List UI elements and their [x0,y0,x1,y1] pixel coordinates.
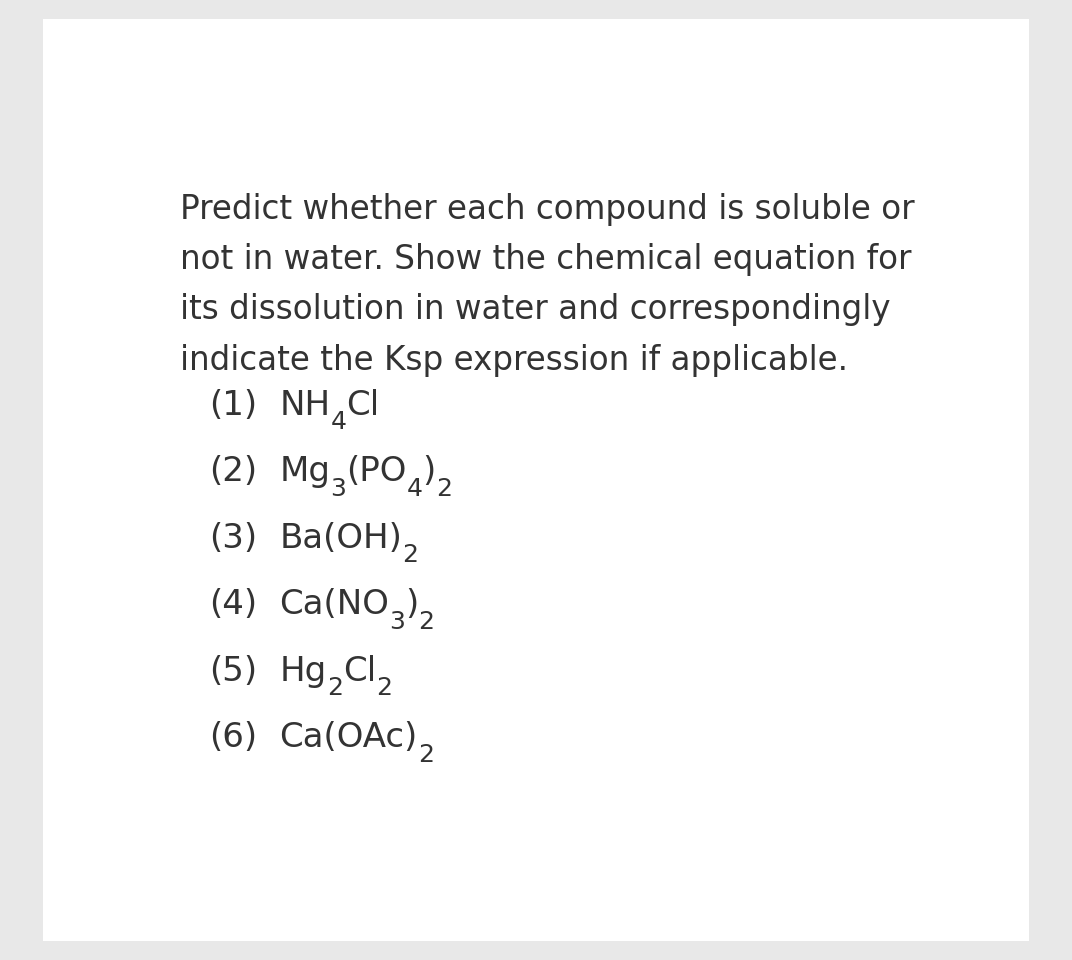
Text: 2: 2 [436,477,452,501]
FancyBboxPatch shape [43,19,1029,941]
Text: Ca(OAc): Ca(OAc) [280,721,418,755]
Text: Cl: Cl [346,389,379,421]
Text: (5): (5) [209,655,257,687]
Text: (6): (6) [209,721,257,755]
Text: NH: NH [280,389,330,421]
Text: Cl: Cl [343,655,376,687]
Text: 2: 2 [418,610,434,634]
Text: ): ) [422,455,436,488]
Text: 4: 4 [330,410,346,434]
Text: Hg: Hg [280,655,327,687]
Text: ): ) [405,588,418,621]
Text: Predict whether each compound is soluble or: Predict whether each compound is soluble… [180,193,914,226]
Text: Ba(OH): Ba(OH) [280,521,402,555]
Text: Ca(NO: Ca(NO [280,588,389,621]
Text: its dissolution in water and correspondingly: its dissolution in water and correspondi… [180,294,890,326]
Text: (3): (3) [209,521,257,555]
Text: 3: 3 [389,610,405,634]
Text: not in water. Show the chemical equation for: not in water. Show the chemical equation… [180,243,911,276]
Text: (1): (1) [209,389,257,421]
Text: 3: 3 [330,477,346,501]
Text: 2: 2 [376,677,392,701]
Text: (2): (2) [209,455,257,488]
Text: 2: 2 [402,543,418,567]
Text: 2: 2 [327,677,343,701]
Text: indicate the Ksp expression if applicable.: indicate the Ksp expression if applicabl… [180,344,848,376]
Text: (4): (4) [209,588,257,621]
Text: (PO: (PO [346,455,406,488]
Text: 4: 4 [406,477,422,501]
Text: Mg: Mg [280,455,330,488]
Text: 2: 2 [418,743,434,767]
